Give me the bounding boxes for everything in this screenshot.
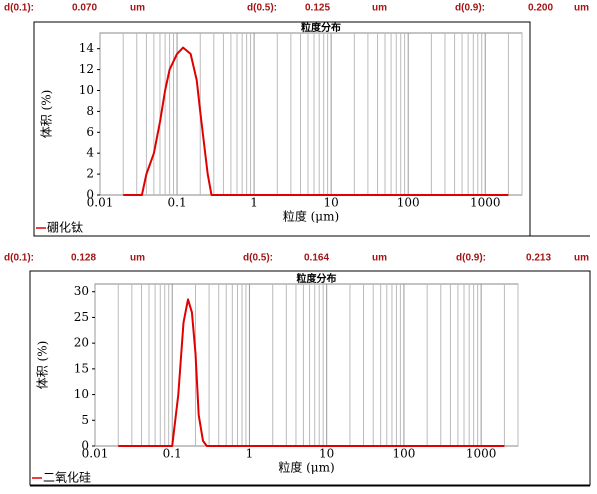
x-tick-label: 100 [397, 196, 420, 210]
chart-frame [29, 270, 591, 486]
stat-label: d(0.9): [456, 253, 486, 264]
stat-value: 0.164 [304, 253, 329, 264]
y-tick-label: 25 [74, 310, 89, 324]
y-tick-label: 6 [86, 125, 94, 139]
x-tick-label: 0.01 [87, 196, 114, 210]
y-axis-label: 体积 (%) [40, 90, 54, 139]
x-tick-label: 10 [324, 196, 339, 210]
y-tick-label: 8 [86, 104, 94, 118]
x-tick-label: 0.1 [168, 196, 187, 210]
y-tick-label: 5 [81, 413, 89, 427]
y-tick-label: 10 [79, 83, 94, 97]
y-tick-label: 30 [74, 284, 89, 298]
stat-unit: um [372, 253, 387, 264]
y-tick-label: 14 [79, 41, 95, 55]
x-tick-label: 100 [392, 447, 415, 461]
stat-value: 0.125 [305, 3, 330, 14]
x-tick-label: 10 [319, 447, 334, 461]
y-axis-label: 体积 (%) [36, 341, 50, 390]
chart-title: 粒度分布 [297, 272, 337, 285]
x-tick-label: 0.1 [163, 447, 182, 461]
x-axis-label: 粒度 (μm) [278, 460, 334, 475]
y-tick-label: 20 [74, 336, 89, 350]
y-tick-label: 2 [86, 167, 94, 181]
x-tick-label: 1000 [466, 447, 497, 461]
stat-label: d(0.1): [4, 253, 34, 264]
plot-area [99, 32, 523, 196]
x-axis-label: 粒度 (μm) [283, 209, 339, 224]
y-tick-label: 10 [74, 387, 89, 401]
legend-label: 二氧化硅 [43, 471, 91, 485]
chart-title: 粒度分布 [301, 21, 341, 34]
stat-label: d(0.5): [247, 3, 277, 14]
stat-label: d(0.5): [243, 253, 273, 264]
x-tick-label: 1 [246, 447, 254, 461]
stat-label: d(0.1): [4, 3, 34, 14]
stat-label: d(0.9): [455, 3, 485, 14]
y-tick-label: 15 [74, 361, 89, 375]
x-tick-label: 0.01 [82, 447, 109, 461]
stat-value: 0.213 [526, 253, 551, 264]
y-tick-label: 0 [81, 439, 89, 453]
legend-label: 硼化钛 [47, 220, 83, 235]
stat-value: 0.128 [71, 253, 96, 264]
x-tick-label: 1 [250, 196, 258, 210]
y-tick-label: 4 [86, 146, 94, 160]
x-tick-label: 1000 [470, 196, 501, 210]
stat-unit: um [372, 3, 387, 14]
data-line [118, 298, 505, 447]
stat-unit: um [130, 253, 145, 264]
y-tick-label: 12 [79, 62, 94, 76]
stat-unit: um [574, 253, 589, 264]
plot-area [94, 283, 519, 447]
stat-unit: um [574, 3, 589, 14]
stat-value: 0.070 [72, 3, 97, 14]
y-tick-label: 0 [86, 188, 94, 202]
stat-unit: um [130, 3, 145, 14]
stat-value: 0.200 [528, 3, 553, 14]
data-line [123, 46, 509, 196]
